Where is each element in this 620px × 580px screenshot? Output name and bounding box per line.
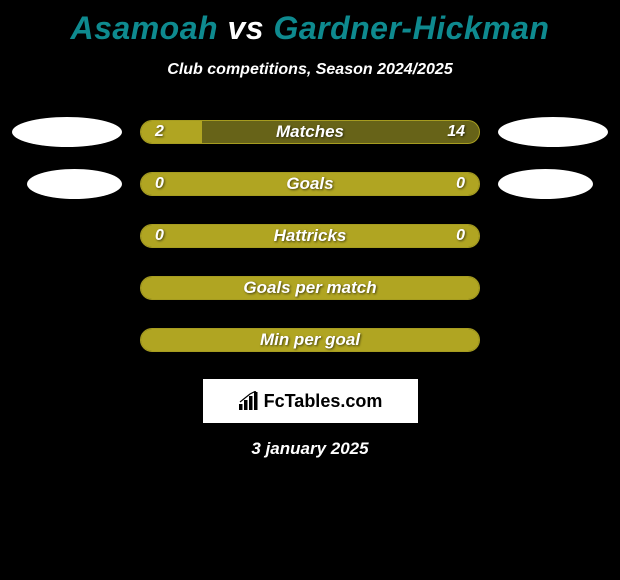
spacer — [498, 273, 608, 303]
stat-row: 2Matches14 — [0, 117, 620, 147]
stat-value-right: 14 — [447, 123, 465, 141]
subtitle: Club competitions, Season 2024/2025 — [0, 61, 620, 79]
player1-marker — [27, 169, 122, 199]
stat-value-right: 0 — [456, 175, 465, 193]
stat-row: 0Goals0 — [0, 169, 620, 199]
logo-chart-icon — [238, 391, 260, 411]
stat-bar: Min per goal — [140, 328, 480, 352]
player2-marker — [498, 117, 608, 147]
stat-bar: 2Matches14 — [140, 120, 480, 144]
spacer — [12, 325, 122, 355]
stat-row: Min per goal — [0, 325, 620, 355]
logo-box[interactable]: FcTables.com — [203, 379, 418, 423]
spacer — [12, 273, 122, 303]
stat-label: Goals per match — [141, 278, 479, 298]
player1-name: Asamoah — [71, 10, 219, 46]
logo-text: FcTables.com — [264, 391, 383, 412]
date-text: 3 january 2025 — [0, 439, 620, 459]
stat-bar: 0Goals0 — [140, 172, 480, 196]
stat-label: Goals — [141, 174, 479, 194]
stats-rows: 2Matches140Goals00Hattricks0Goals per ma… — [0, 117, 620, 355]
stat-bar: 0Hattricks0 — [140, 224, 480, 248]
stat-label: Min per goal — [141, 330, 479, 350]
spacer — [12, 221, 122, 251]
stat-row: Goals per match — [0, 273, 620, 303]
page-title: Asamoah vs Gardner-Hickman — [0, 0, 620, 47]
player2-marker — [498, 169, 593, 199]
stat-label: Hattricks — [141, 226, 479, 246]
player2-name: Gardner-Hickman — [273, 10, 549, 46]
stat-row: 0Hattricks0 — [0, 221, 620, 251]
player1-marker — [12, 117, 122, 147]
spacer — [498, 221, 608, 251]
vs-text: vs — [218, 10, 273, 46]
spacer — [498, 325, 608, 355]
stat-value-right: 0 — [456, 227, 465, 245]
stat-bar: Goals per match — [140, 276, 480, 300]
stat-label: Matches — [141, 122, 479, 142]
